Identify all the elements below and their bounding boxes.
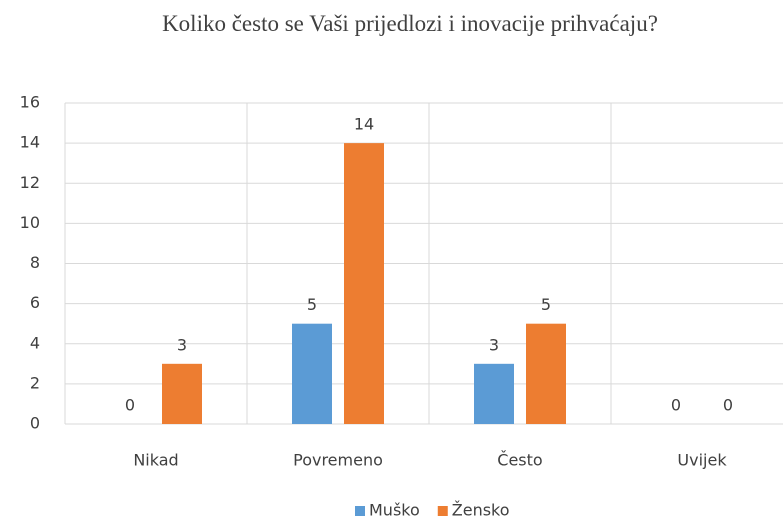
y-tick-label: 16 <box>20 93 40 112</box>
x-tick-label: Povremeno <box>293 451 383 470</box>
x-tick-label: Uvijek <box>677 451 727 470</box>
data-label: 5 <box>541 295 551 314</box>
bar <box>526 323 566 424</box>
data-label: 0 <box>125 396 135 415</box>
bar <box>162 363 202 424</box>
bar <box>292 323 332 424</box>
data-label: 5 <box>307 295 317 314</box>
data-label: 3 <box>177 335 187 354</box>
bar <box>344 143 384 424</box>
x-tick-label: Nikad <box>133 451 178 470</box>
y-tick-label: 4 <box>30 333 40 352</box>
legend-label: Žensko <box>452 501 510 520</box>
data-label: 0 <box>723 396 733 415</box>
data-label: 14 <box>354 115 374 134</box>
data-label: 3 <box>489 335 499 354</box>
chart-title: Koliko često se Vaši prijedlozi i inovac… <box>162 11 658 36</box>
y-tick-label: 10 <box>20 213 40 232</box>
y-tick-label: 8 <box>30 253 40 272</box>
data-label: 0 <box>671 396 681 415</box>
legend-label: Muško <box>369 501 420 520</box>
y-tick-label: 0 <box>30 414 40 433</box>
y-tick-label: 12 <box>20 173 40 192</box>
y-tick-label: 14 <box>20 133 40 152</box>
y-tick-label: 6 <box>30 293 40 312</box>
bar <box>474 363 514 424</box>
legend-swatch <box>437 506 448 516</box>
x-tick-label: Često <box>497 451 542 470</box>
legend-swatch <box>355 506 365 516</box>
y-tick-label: 2 <box>30 373 40 392</box>
